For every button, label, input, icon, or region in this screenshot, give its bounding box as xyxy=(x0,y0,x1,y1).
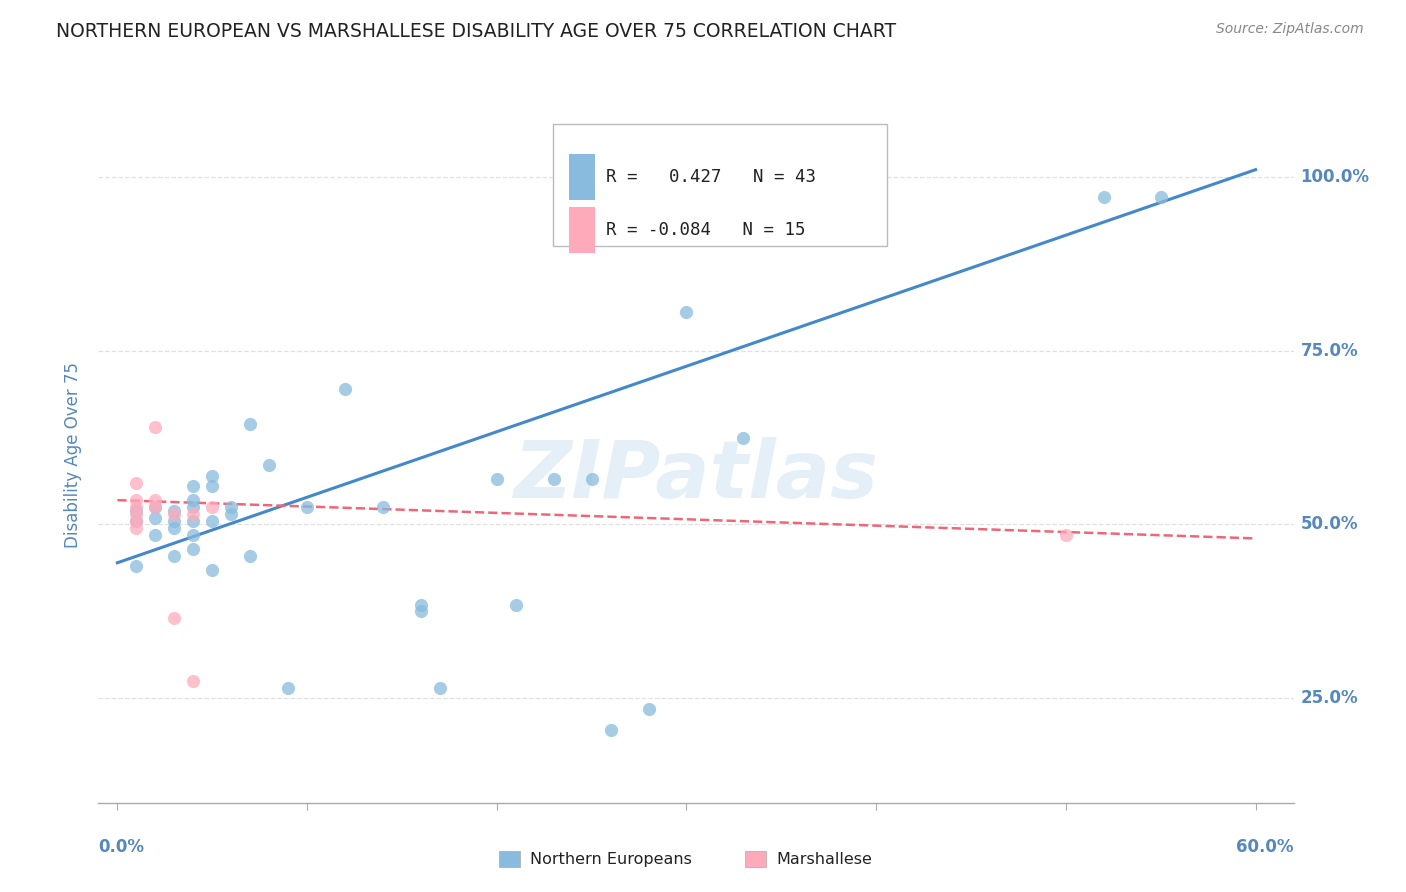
Text: 75.0%: 75.0% xyxy=(1301,342,1358,359)
Point xyxy=(125,514,148,528)
Text: 0.0%: 0.0% xyxy=(98,838,145,856)
Point xyxy=(371,500,394,514)
Point xyxy=(277,681,299,695)
Point xyxy=(143,493,166,508)
Point xyxy=(125,503,148,517)
Point xyxy=(429,681,451,695)
Point xyxy=(505,598,527,612)
Point xyxy=(733,430,755,444)
Point xyxy=(1150,190,1173,204)
Point xyxy=(181,500,204,514)
Point xyxy=(181,541,204,556)
Point xyxy=(125,493,148,508)
Point xyxy=(125,507,148,521)
Point xyxy=(1054,528,1077,542)
Text: R =   0.427   N = 43: R = 0.427 N = 43 xyxy=(606,168,815,186)
Point xyxy=(163,521,186,535)
Text: 60.0%: 60.0% xyxy=(1236,838,1294,856)
Point xyxy=(181,674,204,689)
Point xyxy=(295,500,318,514)
Text: 50.0%: 50.0% xyxy=(1301,516,1358,533)
Point xyxy=(219,507,242,521)
Point xyxy=(1092,190,1115,204)
Point xyxy=(181,528,204,542)
Point xyxy=(143,500,166,514)
Point xyxy=(125,475,148,490)
Point xyxy=(201,468,224,483)
Text: 25.0%: 25.0% xyxy=(1301,690,1358,707)
Point xyxy=(125,559,148,574)
Point xyxy=(143,420,166,434)
Point xyxy=(333,382,356,396)
Text: 100.0%: 100.0% xyxy=(1301,168,1369,186)
Text: Marshallese: Marshallese xyxy=(776,852,872,867)
Point xyxy=(143,528,166,542)
Point xyxy=(181,493,204,508)
Point xyxy=(143,500,166,514)
Text: Northern Europeans: Northern Europeans xyxy=(530,852,692,867)
Point xyxy=(865,190,887,204)
Point xyxy=(181,514,204,528)
Point xyxy=(201,500,224,514)
Text: NORTHERN EUROPEAN VS MARSHALLESE DISABILITY AGE OVER 75 CORRELATION CHART: NORTHERN EUROPEAN VS MARSHALLESE DISABIL… xyxy=(56,22,897,41)
Point xyxy=(581,472,603,486)
Point xyxy=(485,472,508,486)
Point xyxy=(125,514,148,528)
Point xyxy=(181,507,204,521)
Point xyxy=(163,549,186,563)
Y-axis label: Disability Age Over 75: Disability Age Over 75 xyxy=(65,362,83,548)
Point xyxy=(257,458,280,473)
Point xyxy=(675,305,697,319)
Point xyxy=(219,500,242,514)
Point xyxy=(599,723,621,737)
Point xyxy=(125,500,148,514)
Text: Source: ZipAtlas.com: Source: ZipAtlas.com xyxy=(1216,22,1364,37)
Point xyxy=(143,510,166,524)
Point xyxy=(637,702,659,716)
Point xyxy=(239,549,262,563)
Point xyxy=(239,417,262,431)
Point xyxy=(409,598,432,612)
Point xyxy=(163,514,186,528)
Point xyxy=(163,503,186,517)
Point xyxy=(201,563,224,577)
Point xyxy=(543,472,565,486)
Point xyxy=(163,507,186,521)
Point xyxy=(181,479,204,493)
Point xyxy=(163,611,186,625)
Text: ZIPatlas: ZIPatlas xyxy=(513,437,879,515)
Point xyxy=(201,479,224,493)
Point xyxy=(201,514,224,528)
Point xyxy=(125,521,148,535)
Text: R = -0.084   N = 15: R = -0.084 N = 15 xyxy=(606,221,806,239)
Point xyxy=(409,605,432,619)
